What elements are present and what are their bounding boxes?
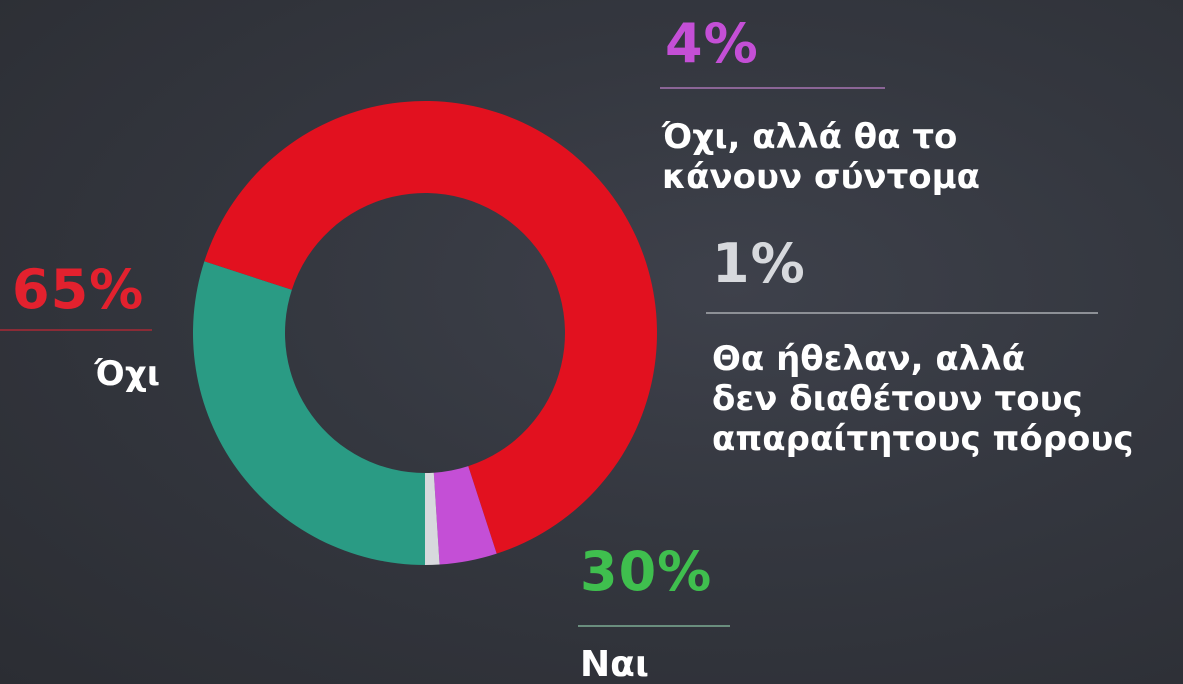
slice-ochi-syntoma <box>433 466 497 565</box>
callout-nai: 30% Ναι <box>578 540 730 684</box>
slice-nai <box>192 261 425 565</box>
slice-tha-ithelan <box>425 472 440 565</box>
category-label-nai: Ναι <box>580 644 649 684</box>
category-label-porous-line-1: Θα ήθελαν, αλλά <box>712 339 1025 379</box>
category-label-ochi: Όχι <box>94 354 160 394</box>
category-label-syntoma-line-1: Όχι, αλλά θα το <box>661 117 957 157</box>
value-label-syntoma: 4% <box>665 12 759 75</box>
category-label-porous-line-3: απαραίτητους πόρους <box>712 419 1134 459</box>
category-label-syntoma-line-2: κάνουν σύντομα <box>662 157 980 197</box>
category-label-porous-line-2: δεν διαθέτουν τους <box>712 379 1083 419</box>
value-label-porous: 1% <box>712 232 806 295</box>
callout-ochi: 65% Όχι <box>0 258 160 394</box>
slice-ochi <box>204 101 657 554</box>
value-label-ochi: 65% <box>12 258 144 321</box>
value-label-nai: 30% <box>580 540 712 603</box>
donut-slices <box>192 101 657 565</box>
